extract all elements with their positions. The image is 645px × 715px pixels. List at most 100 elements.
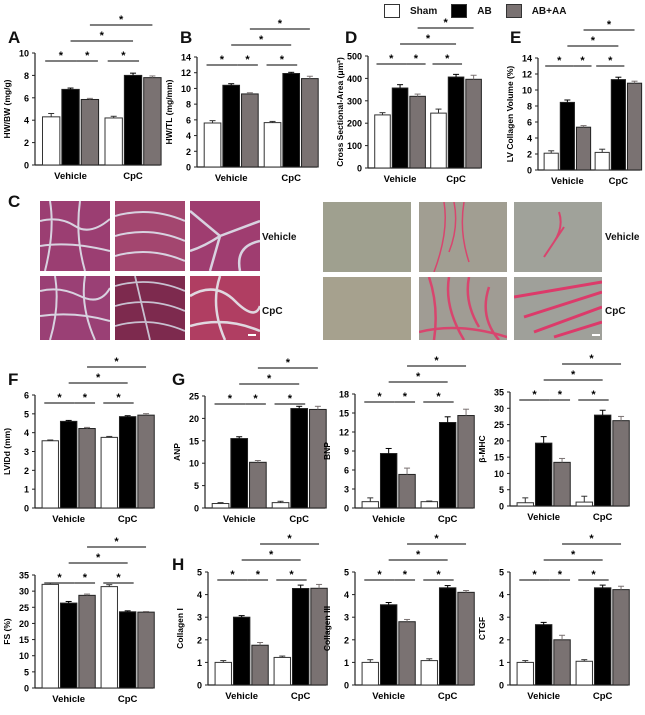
svg-text:*: * — [436, 391, 441, 403]
he-image-ab-cpc — [115, 276, 185, 340]
legend-label-sham: Sham — [410, 5, 438, 17]
svg-text:*: * — [591, 389, 596, 401]
svg-text:*: * — [443, 17, 448, 29]
svg-text:HW/BW (mg/g): HW/BW (mg/g) — [2, 79, 12, 138]
svg-text:*: * — [256, 569, 261, 581]
svg-text:25: 25 — [494, 420, 504, 430]
svg-text:*: * — [59, 50, 64, 62]
svg-text:1: 1 — [197, 658, 202, 668]
svg-text:10: 10 — [19, 651, 29, 661]
chart-beta-mhc: 0 5 10 15 20 25 30 35 β-MHC Vehicle CpC * * * * * — [475, 352, 636, 533]
he-label-cpc: CpC — [262, 306, 283, 317]
psr-image-abaa-cpc — [514, 277, 602, 340]
svg-text:4: 4 — [24, 116, 29, 126]
psr-image-ab-cpc — [419, 277, 507, 340]
svg-text:3: 3 — [499, 613, 504, 623]
svg-text:*: * — [571, 369, 576, 381]
svg-text:CpC: CpC — [123, 171, 143, 182]
svg-text:1: 1 — [344, 658, 349, 668]
svg-text:CpC: CpC — [438, 514, 458, 525]
svg-text:18: 18 — [339, 390, 349, 400]
svg-text:12: 12 — [181, 68, 191, 78]
svg-text:CpC: CpC — [289, 514, 309, 525]
panel-letter-b: B — [180, 28, 193, 47]
svg-text:CTGF: CTGF — [477, 617, 487, 640]
svg-text:Vehicle: Vehicle — [384, 174, 417, 185]
he-image-abaa-cpc — [190, 276, 260, 340]
legend-item-abaa: AB+AA — [505, 4, 567, 18]
legend-swatch-ab — [451, 4, 468, 18]
svg-text:4: 4 — [344, 590, 349, 600]
svg-text:*: * — [591, 35, 596, 47]
svg-text:LVIDd (mm): LVIDd (mm) — [2, 428, 12, 475]
svg-text:*: * — [607, 19, 612, 31]
svg-text:*: * — [57, 572, 62, 584]
chart-lvidd: 0 1 2 3 4 5 6 LVIDd (mm) Vehicle CpC * * * * * — [0, 355, 161, 535]
svg-text:*: * — [558, 569, 563, 581]
chart-anp: 0 5 10 15 20 25 ANP Vehicle CpC * * * * * — [170, 356, 333, 535]
legend: Sham AB AB+AA — [384, 4, 580, 18]
svg-text:8: 8 — [186, 100, 191, 110]
svg-text:30: 30 — [494, 404, 504, 414]
svg-text:14: 14 — [522, 54, 532, 64]
svg-text:*: * — [83, 392, 88, 404]
svg-text:2: 2 — [186, 147, 191, 157]
he-image-sham-vehicle — [40, 201, 110, 271]
svg-text:0: 0 — [24, 161, 29, 171]
chart-lv-collagen-volume: 0 2 4 6 8 10 12 14 LV Collagen Volume (%) Vehicle… — [503, 18, 645, 197]
svg-text:*: * — [280, 54, 285, 66]
svg-text:*: * — [114, 536, 119, 548]
svg-text:5: 5 — [194, 481, 199, 491]
psr-label-vehicle: Vehicle — [605, 232, 640, 243]
svg-text:Vehicle: Vehicle — [527, 691, 560, 702]
chart-hw-bw: 0 2 4 6 8 10 HW/BW (mg/g) Vehicle CpC * * * * * — [0, 13, 168, 192]
svg-text:*: * — [589, 533, 594, 545]
svg-text:*: * — [288, 393, 293, 405]
legend-label-abaa: AB+AA — [531, 5, 567, 17]
chart-collagen-i: 0 1 2 3 4 5 Collagen I Vehicle CpC * * * * * — [173, 532, 334, 712]
svg-text:*: * — [571, 549, 576, 561]
svg-text:0: 0 — [499, 681, 504, 691]
svg-text:*: * — [278, 18, 283, 30]
svg-text:*: * — [416, 371, 421, 383]
chart-fs: 0 5 10 15 20 25 30 35 FS (%) Vehicle CpC * * * * * — [0, 535, 161, 715]
svg-text:0: 0 — [197, 681, 202, 691]
legend-label-ab: AB — [477, 5, 492, 17]
svg-text:*: * — [434, 355, 439, 367]
panel-letter-c: C — [8, 192, 21, 211]
svg-text:9: 9 — [344, 447, 349, 457]
svg-text:400: 400 — [347, 74, 362, 84]
psr-image-abaa-vehicle — [514, 202, 602, 272]
panel-letter-f: F — [8, 370, 19, 389]
svg-text:Collagen I: Collagen I — [175, 608, 185, 649]
svg-text:*: * — [377, 569, 382, 581]
svg-text:5: 5 — [344, 568, 349, 578]
panel-letter-e: E — [510, 28, 522, 47]
svg-text:HW/TL (mg/mm): HW/TL (mg/mm) — [164, 79, 174, 144]
svg-text:10: 10 — [181, 84, 191, 94]
svg-text:3: 3 — [344, 613, 349, 623]
he-image-sham-cpc — [40, 276, 110, 340]
svg-text:20: 20 — [189, 414, 199, 424]
svg-text:CpC: CpC — [446, 174, 466, 185]
svg-text:0: 0 — [344, 681, 349, 691]
he-image-abaa-vehicle — [190, 201, 260, 271]
svg-text:25: 25 — [189, 392, 199, 402]
svg-text:*: * — [119, 14, 124, 26]
chart-bnp: 0 3 6 9 12 15 18 BNP Vehicle CpC * * * * * — [320, 354, 481, 535]
svg-text:6: 6 — [344, 466, 349, 476]
svg-text:8: 8 — [24, 71, 29, 81]
svg-text:Vehicle: Vehicle — [372, 691, 405, 702]
svg-text:20: 20 — [494, 436, 504, 446]
svg-text:CpC: CpC — [609, 176, 629, 187]
legend-item-ab: AB — [451, 4, 492, 18]
svg-text:3: 3 — [197, 613, 202, 623]
svg-text:Cross Sectional-Area (μm²): Cross Sectional-Area (μm²) — [335, 57, 345, 167]
svg-text:6: 6 — [186, 115, 191, 125]
svg-text:Vehicle: Vehicle — [527, 512, 560, 523]
svg-text:Vehicle: Vehicle — [54, 171, 87, 182]
svg-text:200: 200 — [347, 119, 362, 129]
legend-swatch-sham — [384, 4, 400, 18]
svg-text:1: 1 — [499, 658, 504, 668]
svg-text:*: * — [116, 392, 121, 404]
